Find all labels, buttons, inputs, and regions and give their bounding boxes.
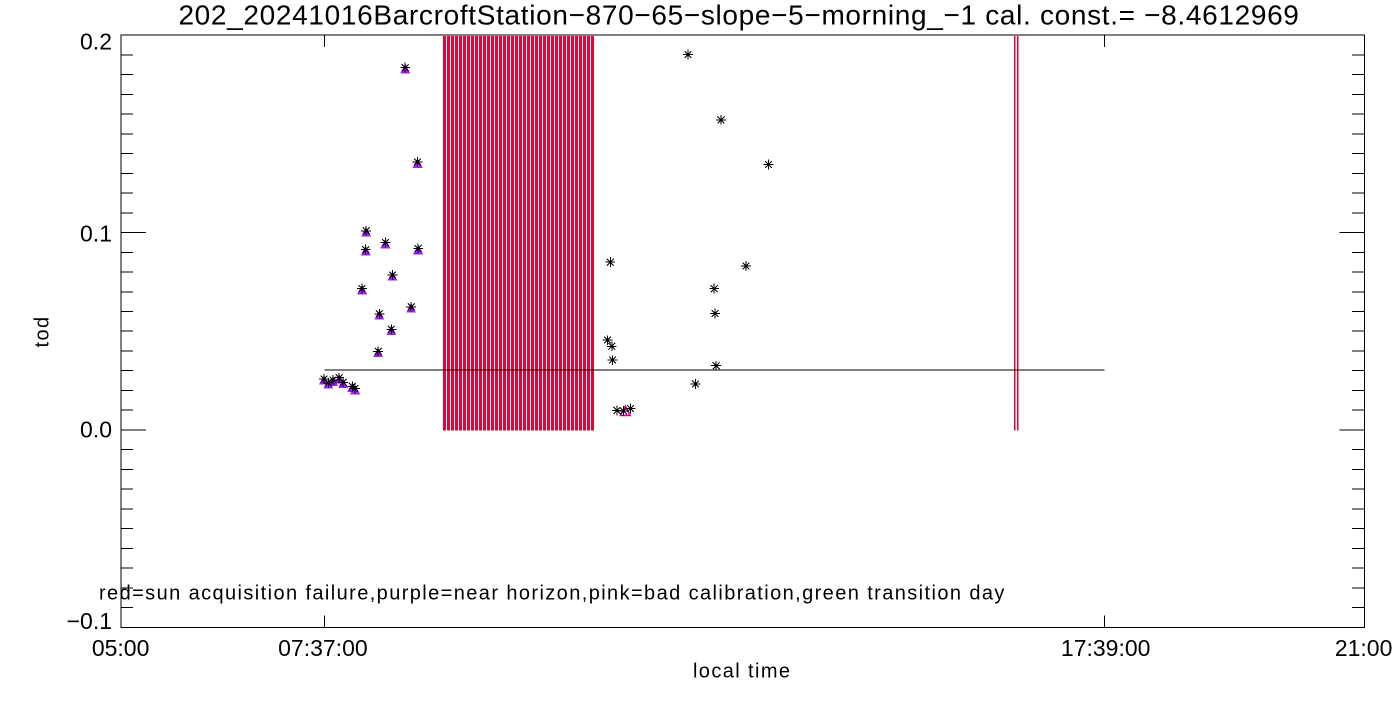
svg-text:0.1: 0.1 <box>80 221 112 247</box>
svg-text:red=sun acquisition failure,pu: red=sun acquisition failure,purple=near … <box>99 582 1006 604</box>
svg-text:17:39:00: 17:39:00 <box>1061 635 1151 661</box>
svg-text:202_20241016BarcroftStation−87: 202_20241016BarcroftStation−870−65−slope… <box>178 0 1299 31</box>
svg-text:tod: tod <box>32 315 54 347</box>
svg-text:−0.1: −0.1 <box>67 608 112 634</box>
svg-text:21:00: 21:00 <box>1335 635 1393 661</box>
svg-text:0.0: 0.0 <box>80 417 112 443</box>
svg-text:07:37:00: 07:37:00 <box>278 635 368 661</box>
svg-text:0.2: 0.2 <box>80 29 112 55</box>
svg-text:local time: local time <box>693 661 791 683</box>
svg-text:05:00: 05:00 <box>92 635 150 661</box>
